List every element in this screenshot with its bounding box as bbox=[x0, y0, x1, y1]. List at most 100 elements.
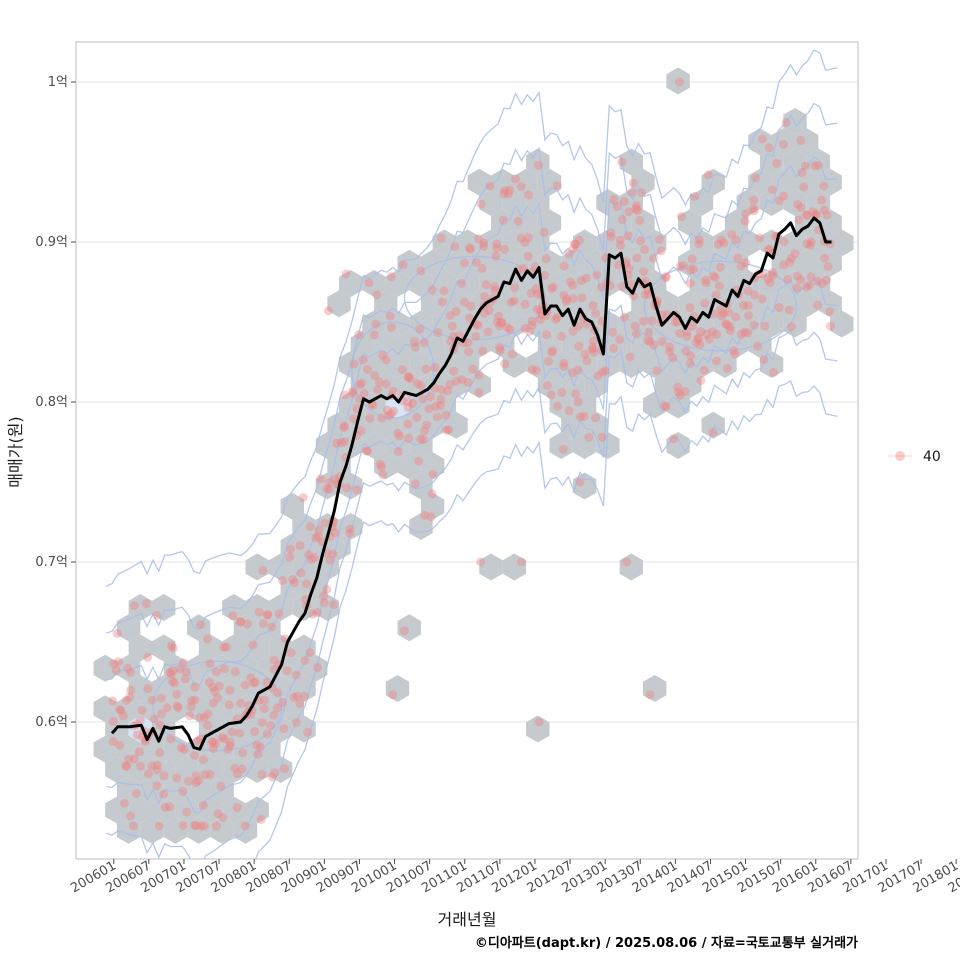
data-point bbox=[763, 244, 773, 254]
data-point bbox=[302, 579, 312, 589]
data-point bbox=[527, 365, 537, 374]
data-point bbox=[403, 372, 413, 382]
data-point bbox=[420, 511, 429, 520]
data-point bbox=[204, 677, 214, 687]
data-point bbox=[369, 330, 379, 340]
hex-bin bbox=[245, 553, 269, 581]
data-point bbox=[147, 695, 157, 705]
hex-bin bbox=[584, 249, 608, 277]
data-point bbox=[427, 489, 437, 499]
data-point bbox=[606, 228, 616, 238]
data-point bbox=[625, 352, 635, 362]
data-point bbox=[436, 400, 446, 410]
data-point bbox=[208, 698, 218, 708]
data-point bbox=[289, 693, 299, 702]
data-point bbox=[225, 737, 235, 747]
data-point bbox=[573, 397, 583, 407]
data-point bbox=[303, 727, 313, 737]
hex-bin bbox=[584, 371, 608, 399]
data-point bbox=[339, 421, 349, 431]
hex-bin bbox=[245, 715, 269, 743]
data-point bbox=[689, 264, 699, 274]
data-point bbox=[371, 319, 381, 329]
data-point bbox=[340, 390, 350, 400]
data-point bbox=[324, 484, 334, 494]
data-point bbox=[403, 397, 413, 407]
hex-bin bbox=[491, 168, 515, 196]
data-point bbox=[701, 275, 711, 285]
hex-bin bbox=[187, 695, 211, 723]
data-point bbox=[743, 328, 753, 338]
data-point bbox=[432, 412, 442, 422]
data-point bbox=[322, 484, 332, 494]
data-point bbox=[129, 754, 139, 764]
hex-bin bbox=[759, 148, 784, 176]
data-point bbox=[485, 181, 495, 191]
data-point bbox=[645, 337, 655, 347]
data-point bbox=[589, 336, 599, 346]
data-point bbox=[212, 821, 221, 831]
hex-bin bbox=[128, 594, 152, 621]
hex-bin bbox=[233, 695, 258, 723]
data-point bbox=[719, 238, 729, 248]
data-point bbox=[523, 251, 533, 261]
hex-bin bbox=[175, 756, 199, 783]
data-point bbox=[570, 239, 580, 249]
data-point bbox=[492, 243, 502, 253]
data-point bbox=[446, 336, 456, 346]
data-point bbox=[190, 751, 200, 760]
data-point bbox=[627, 187, 637, 197]
hex-bin bbox=[374, 371, 398, 399]
data-point bbox=[796, 203, 806, 213]
data-point bbox=[298, 493, 308, 502]
data-point bbox=[774, 303, 784, 312]
data-point bbox=[768, 368, 778, 377]
data-point bbox=[242, 619, 252, 629]
hex-bin bbox=[830, 229, 854, 257]
data-point bbox=[722, 320, 732, 330]
hex-bin bbox=[152, 675, 176, 702]
data-point bbox=[416, 434, 426, 444]
data-point bbox=[118, 711, 128, 721]
data-point bbox=[255, 742, 265, 752]
data-point bbox=[657, 337, 667, 347]
data-point bbox=[415, 324, 425, 334]
data-point bbox=[356, 426, 366, 436]
data-point bbox=[686, 351, 696, 361]
data-point bbox=[291, 717, 301, 727]
points-layer bbox=[108, 77, 835, 831]
data-point bbox=[199, 713, 209, 722]
x-axis: 2006012006072007012007072008012008072009… bbox=[68, 858, 960, 896]
data-point bbox=[755, 233, 765, 243]
hex-bin bbox=[420, 492, 445, 520]
data-point bbox=[373, 384, 383, 394]
data-point bbox=[413, 379, 422, 389]
data-point bbox=[232, 803, 242, 813]
trend-layer bbox=[110, 216, 832, 751]
data-point bbox=[160, 803, 170, 812]
hex-bin bbox=[479, 310, 503, 338]
data-point bbox=[826, 321, 835, 331]
data-point bbox=[431, 402, 441, 411]
data-point bbox=[544, 356, 553, 366]
hex-bin bbox=[678, 330, 702, 358]
data-point bbox=[329, 600, 339, 610]
hex-bin bbox=[654, 290, 679, 318]
hex-bin bbox=[140, 695, 164, 723]
data-point bbox=[234, 728, 244, 738]
hex-bin bbox=[654, 371, 679, 399]
data-point bbox=[404, 372, 413, 382]
data-point bbox=[617, 157, 627, 167]
data-point bbox=[386, 409, 396, 418]
data-point bbox=[575, 412, 585, 422]
data-point bbox=[359, 389, 369, 399]
data-point bbox=[531, 365, 541, 375]
hex-bin bbox=[549, 391, 573, 419]
hex-bin bbox=[292, 634, 316, 662]
data-point bbox=[484, 305, 494, 315]
hex-bin bbox=[502, 553, 527, 581]
hex-bin bbox=[619, 351, 643, 378]
hex-bin bbox=[654, 330, 679, 358]
data-point bbox=[539, 227, 549, 237]
data-point bbox=[426, 512, 436, 522]
